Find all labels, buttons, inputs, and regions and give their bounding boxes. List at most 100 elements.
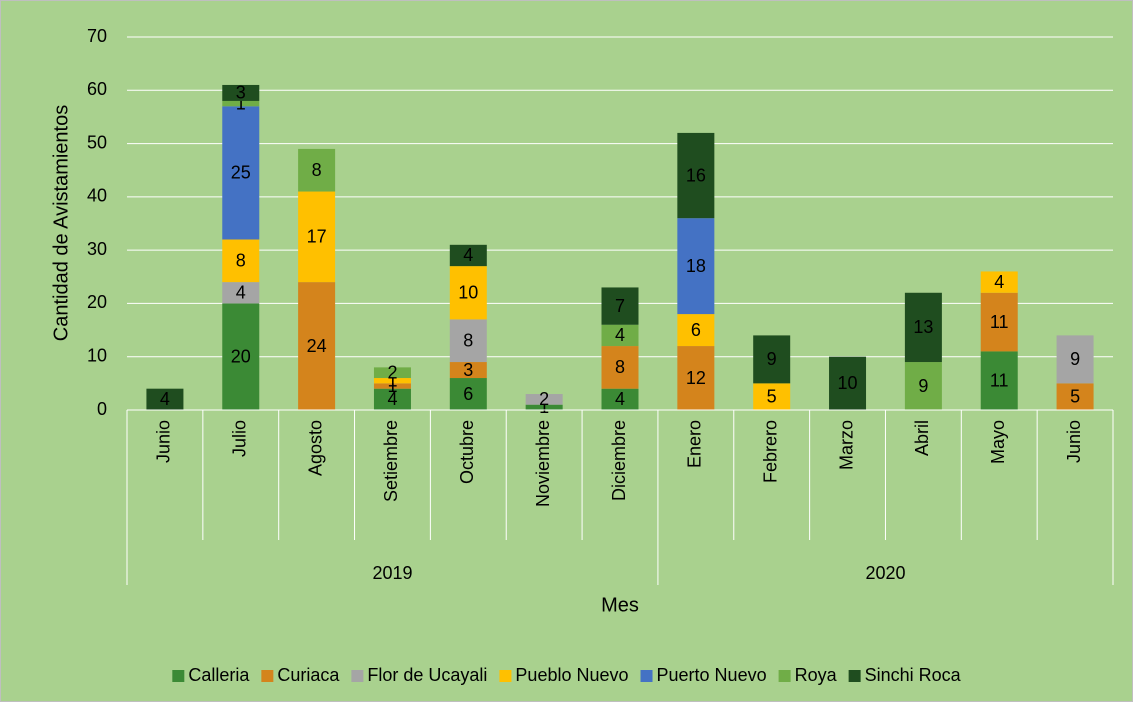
bar-segment (753, 383, 791, 410)
y-tick-label: 70 (87, 26, 107, 46)
bar-segment (829, 356, 867, 410)
legend-label: Roya (795, 665, 838, 685)
data-label: 2 (539, 389, 549, 409)
data-label: 9 (767, 349, 777, 369)
x-tick-label: Noviembre (533, 420, 553, 507)
bar-segment (373, 378, 411, 384)
data-label: 4 (615, 389, 625, 409)
y-tick-label: 40 (87, 186, 107, 206)
data-label: 20 (231, 346, 251, 366)
bar-segment (601, 346, 639, 389)
y-tick-label: 20 (87, 292, 107, 312)
data-label: 12 (686, 368, 706, 388)
legend-label: Calleria (188, 665, 250, 685)
data-label: 4 (236, 283, 246, 303)
x-tick-label: Octubre (457, 420, 477, 484)
legend-swatch (499, 670, 512, 682)
bar-segment (449, 266, 487, 320)
x-tick-label: Julio (230, 420, 250, 457)
bar-segment (601, 287, 639, 325)
bar-segment (373, 388, 411, 410)
bar-segment (1056, 335, 1094, 384)
data-label: 6 (691, 320, 701, 340)
x-tick-label: Diciembre (609, 420, 629, 501)
x-tick-label: Marzo (836, 420, 856, 470)
bar-segment (449, 378, 487, 410)
data-label: 2 (387, 362, 397, 382)
bar-segment (449, 244, 487, 267)
bar-segment (222, 239, 260, 283)
y-tick-label: 60 (87, 79, 107, 99)
legend-swatch (640, 670, 653, 682)
bar-segment (298, 282, 336, 410)
bar-segment (904, 362, 942, 410)
x-tick-label: Febrero (760, 420, 780, 483)
x-axis-label: Mes (601, 594, 639, 616)
bar-segment (449, 362, 487, 379)
data-label: 6 (463, 384, 473, 404)
y-tick-label: 50 (87, 132, 107, 152)
bar-segment (601, 324, 639, 347)
bar-segment (222, 100, 260, 107)
bar-segment (980, 271, 1018, 293)
x-tick-label: Junio (1064, 420, 1084, 463)
data-label: 18 (686, 256, 706, 276)
data-label: 7 (615, 296, 625, 316)
bar-segment (677, 218, 715, 315)
y-tick-label: 30 (87, 239, 107, 259)
bar-segment (222, 282, 260, 304)
data-label: 13 (913, 317, 933, 337)
legend-swatch (848, 670, 861, 682)
data-label: 4 (160, 389, 170, 409)
legend-label: Curiaca (277, 665, 340, 685)
data-label: 3 (463, 360, 473, 380)
bar-segment (677, 346, 715, 410)
bar-segment (980, 292, 1018, 352)
bar-segment (298, 191, 336, 283)
bar-segment (222, 106, 260, 240)
data-label: 8 (615, 357, 625, 377)
legend-swatch (261, 670, 274, 682)
data-label: 8 (236, 251, 246, 271)
group-label: 2020 (865, 563, 905, 583)
legend-swatch (778, 670, 791, 682)
data-label: 11 (990, 370, 1009, 390)
bar-segment (904, 292, 942, 363)
data-label: 11 (990, 312, 1009, 332)
data-label: 4 (387, 389, 397, 409)
y-tick-label: 0 (97, 399, 107, 419)
x-tick-label: Agosto (305, 420, 325, 476)
legend-label: Flor de Ucayali (367, 665, 487, 685)
bar-segment (980, 351, 1018, 410)
bar-segment (677, 314, 715, 347)
data-label: 9 (1070, 349, 1080, 369)
legend: Calleria Curiaca Flor de Ucayali Pueblo Nue… (172, 665, 962, 685)
data-label: 16 (686, 165, 706, 185)
legend-label: Pueblo Nuevo (515, 665, 628, 685)
bar-segment (753, 335, 791, 384)
legend-swatch (351, 670, 364, 682)
data-label: 1 (387, 370, 397, 390)
legend-label: Puerto Nuevo (657, 665, 767, 685)
group-label: 2019 (372, 563, 412, 583)
x-tick-label: Enero (685, 420, 705, 468)
bar-segment (677, 132, 715, 219)
data-label: 4 (615, 325, 625, 345)
x-tick-label: Setiembre (381, 420, 401, 502)
bar-segment (601, 388, 639, 410)
bar-segment (1056, 383, 1094, 410)
data-label: 10 (458, 283, 478, 303)
data-label: 4 (463, 245, 473, 265)
data-label: 1 (539, 397, 549, 417)
x-tick-label: Mayo (988, 420, 1008, 464)
bar-segment (146, 388, 184, 410)
bar-segment (525, 394, 563, 405)
data-label: 17 (307, 227, 327, 247)
data-label: 3 (236, 83, 246, 103)
y-axis-label: Cantidad de Avistamientos (50, 105, 72, 341)
legend-label: Sinchi Roca (865, 665, 962, 685)
legend-swatch (172, 670, 185, 682)
data-label: 24 (307, 336, 327, 356)
